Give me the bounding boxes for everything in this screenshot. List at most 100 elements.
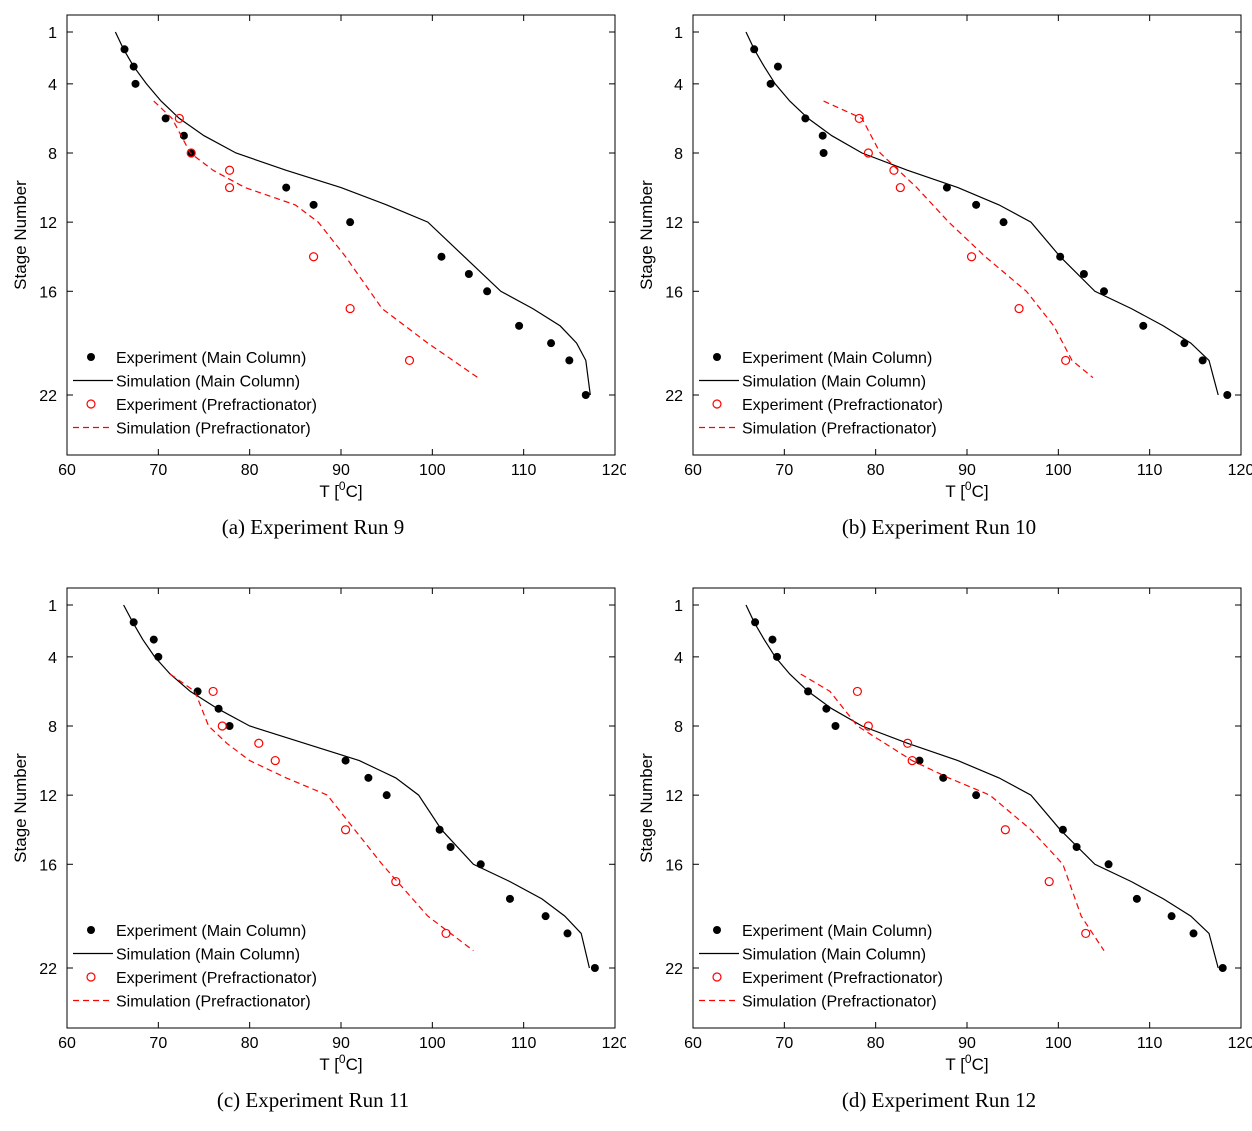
main-column-experiment-point <box>1132 894 1141 903</box>
y-tick-label: 8 <box>48 146 57 163</box>
x-tick-label: 120 <box>1228 462 1252 479</box>
prefractionator-experiment-point <box>186 148 196 158</box>
y-tick-label: 16 <box>39 284 57 301</box>
legend-label: Simulation (Main Column) <box>116 947 300 964</box>
x-axis-label: T [0C] <box>945 479 988 501</box>
x-tick-label: 70 <box>149 462 167 479</box>
x-tick-label: 80 <box>867 1035 885 1052</box>
prefractionator-experiment-point <box>224 182 235 193</box>
prefractionator-simulation-line <box>800 673 1105 952</box>
x-tick-label: 100 <box>1045 1035 1072 1052</box>
prefractionator-experiment-point <box>907 755 917 766</box>
x-tick-label: 120 <box>602 462 626 479</box>
x-tick-label: 110 <box>1137 1035 1163 1052</box>
main-column-experiment-point <box>382 791 391 800</box>
x-tick-label: 90 <box>958 1035 976 1052</box>
main-column-experiment-point <box>341 756 350 765</box>
prefractionator-experiment-point <box>391 876 401 887</box>
main-column-experiment-point <box>773 652 782 661</box>
prefractionator-experiment-point <box>852 686 862 697</box>
x-tick-label: 60 <box>684 462 702 479</box>
chart-d: 60 70 80 90 100 110 120 1 4 8 12 16 22 T [0C] Stage Nu… <box>637 587 1252 1074</box>
main-column-experiment-point <box>942 183 951 192</box>
main-column-experiment-point <box>590 964 599 972</box>
x-tick-label: 90 <box>332 462 350 479</box>
x-tick-label: 100 <box>419 462 446 479</box>
x-axis-label: T [0C] <box>319 1052 362 1074</box>
x-tick-label: 90 <box>332 1035 350 1052</box>
main-column-experiment-point <box>1223 391 1232 399</box>
main-column-experiment-point <box>768 635 777 644</box>
main-column-experiment-point <box>309 200 318 209</box>
chart-panel-c: 60 70 80 90 100 110 120 1 4 8 12 16 22 T [0C] Stage Nu… <box>0 573 626 1131</box>
x-tick-label: 110 <box>511 462 537 479</box>
main-column-experiment-point <box>766 79 775 88</box>
y-tick-label: 16 <box>665 857 683 874</box>
main-column-simulation-line <box>123 604 590 969</box>
legend-label: Experiment (Main Column) <box>116 923 306 940</box>
main-column-simulation-line <box>745 604 1219 969</box>
main-column-experiment-point <box>972 791 981 800</box>
y-axis-label: Stage Number <box>637 753 656 863</box>
main-column-experiment-point <box>972 200 981 209</box>
legend-marker-pref-experiment <box>712 972 722 982</box>
caption-a: (a) Experiment Run 9 <box>221 515 405 539</box>
x-tick-label: 110 <box>1137 462 1163 479</box>
main-column-experiment-point <box>1218 964 1227 972</box>
y-tick-label: 16 <box>665 284 683 301</box>
main-column-experiment-point <box>541 912 550 921</box>
prefractionator-simulation-line <box>823 100 1094 379</box>
caption-c: (c) Experiment Run 11 <box>216 1088 410 1112</box>
main-column-experiment-point <box>179 131 188 140</box>
main-column-experiment-point <box>225 722 234 730</box>
legend-marker-pref-experiment <box>86 972 96 982</box>
prefractionator-experiment-point <box>441 928 451 939</box>
main-column-experiment-point <box>154 652 163 661</box>
prefractionator-experiment-point <box>854 113 864 124</box>
y-tick-label: 22 <box>665 388 683 405</box>
main-column-experiment-point <box>282 183 291 192</box>
main-column-experiment-point <box>563 929 572 938</box>
prefractionator-experiment-point <box>895 182 905 193</box>
prefractionator-experiment-point <box>1000 825 1010 835</box>
y-tick-label: 22 <box>665 961 683 978</box>
main-column-experiment-point <box>565 356 574 365</box>
x-tick-label: 80 <box>867 462 885 479</box>
legend-marker-pref-experiment <box>86 399 96 409</box>
main-column-experiment-point <box>819 149 828 157</box>
main-column-experiment-point <box>1079 270 1088 278</box>
y-tick-label: 8 <box>674 146 683 163</box>
legend-label: Experiment (Prefractionator) <box>742 397 943 414</box>
y-tick-label: 1 <box>674 25 683 42</box>
legend-label: Simulation (Main Column) <box>742 374 926 391</box>
main-column-experiment-point <box>435 825 444 834</box>
prefractionator-experiment-point <box>863 721 873 731</box>
legend-marker-main-experiment <box>87 353 95 361</box>
x-tick-label: 100 <box>419 1035 446 1052</box>
main-column-experiment-point <box>1198 356 1207 365</box>
y-tick-label: 4 <box>674 650 683 667</box>
x-tick-label: 70 <box>775 462 793 479</box>
x-axis-label: T [0C] <box>319 479 362 501</box>
x-tick-label: 60 <box>684 1035 702 1052</box>
legend-marker-main-experiment <box>713 353 721 361</box>
legend-label: Experiment (Main Column) <box>742 923 932 940</box>
prefractionator-experiment-point <box>254 738 264 748</box>
main-column-experiment-point <box>773 62 782 71</box>
main-column-experiment-point <box>161 114 170 123</box>
chart-a: 60 70 80 90 100 110 120 1 4 8 12 16 22 T [0C] Stage Nu… <box>11 14 626 501</box>
legend-label: Simulation (Main Column) <box>116 374 300 391</box>
y-tick-label: 1 <box>48 25 57 42</box>
main-column-simulation-line <box>114 31 591 396</box>
y-tick-label: 12 <box>665 788 683 805</box>
prefractionator-experiment-point <box>309 252 319 262</box>
main-column-experiment-point <box>346 218 355 227</box>
prefractionator-experiment-point <box>340 825 351 835</box>
y-tick-label: 4 <box>48 77 57 94</box>
y-tick-label: 4 <box>674 77 683 94</box>
chart-panel-b: 60 70 80 90 100 110 120 1 4 8 12 16 22 T [0C] Stage Nu… <box>626 0 1252 558</box>
main-column-experiment-point <box>831 722 840 730</box>
legend-label: Experiment (Prefractionator) <box>116 397 317 414</box>
main-column-experiment-point <box>999 218 1008 227</box>
x-tick-label: 100 <box>1045 462 1072 479</box>
